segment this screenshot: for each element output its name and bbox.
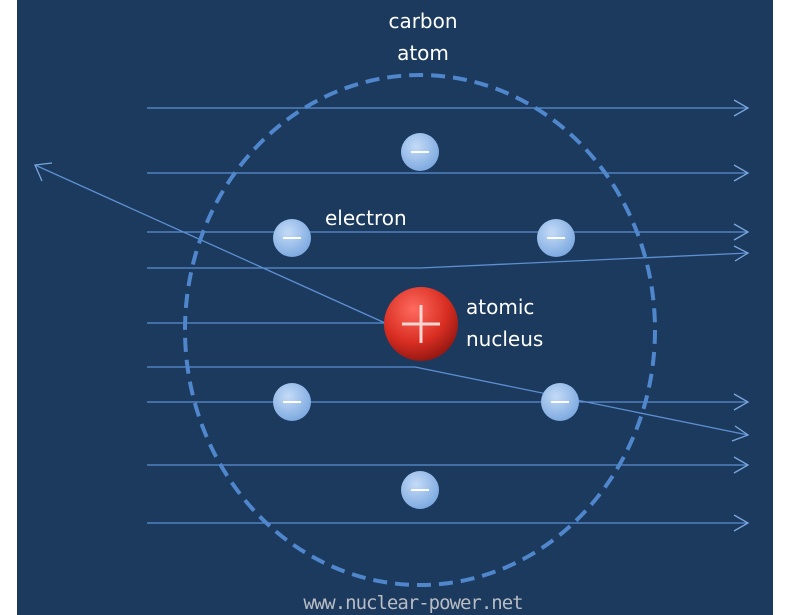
- electron: [541, 383, 579, 421]
- atom-label: carbon: [388, 9, 457, 33]
- page: carbon atom electron atomic nucleus www.…: [0, 0, 793, 615]
- electron: [273, 219, 311, 257]
- atom-label: atom: [397, 41, 449, 65]
- nucleus-label: nucleus: [466, 327, 543, 351]
- electron: [401, 471, 439, 509]
- electron: [401, 133, 439, 171]
- nucleus-label: atomic: [466, 295, 534, 319]
- electron: [537, 219, 575, 257]
- electron-label: electron: [325, 206, 407, 230]
- nucleus: [384, 287, 458, 361]
- watermark: www.nuclear-power.net: [303, 592, 522, 614]
- electron: [273, 383, 311, 421]
- diagram: carbon atom electron atomic nucleus www.…: [0, 0, 793, 615]
